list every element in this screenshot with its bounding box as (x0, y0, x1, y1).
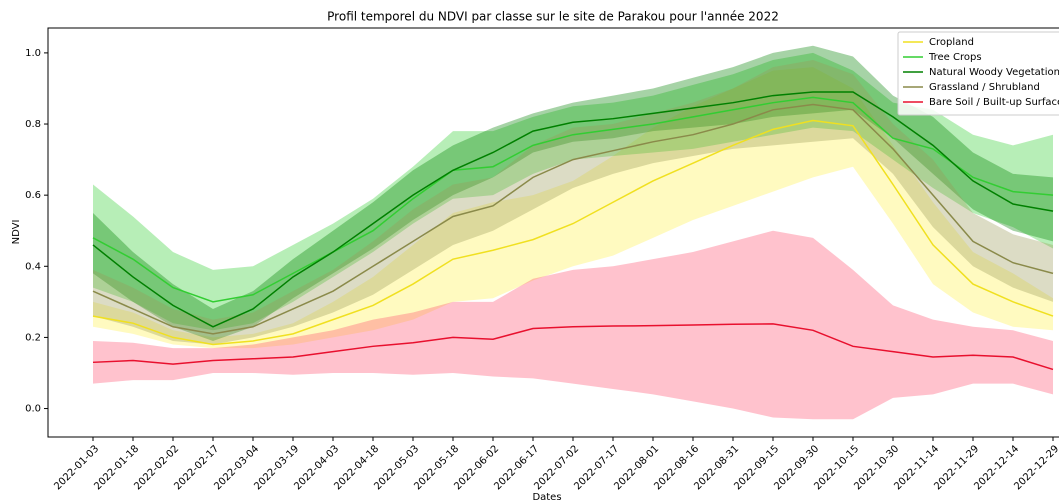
y-tick-label: 0.0 (25, 404, 41, 415)
line (92, 103, 1054, 335)
plot-frame (47, 27, 1059, 438)
legend-label: Tree Crops (928, 52, 982, 63)
line (92, 96, 1054, 303)
y-tick-label: 0.4 (25, 261, 41, 272)
line (92, 119, 1054, 346)
legend-box (897, 31, 1059, 116)
y-tick-label: 0.2 (25, 332, 41, 343)
y-axis-label: NDVI (11, 220, 22, 245)
legend-label: Cropland (929, 37, 974, 48)
band (93, 60, 1053, 345)
band (93, 45, 1053, 341)
band (93, 52, 1053, 331)
x-axis-label: Dates (532, 492, 561, 502)
y-tick-label: 0.8 (25, 119, 41, 130)
line (92, 91, 1054, 328)
y-tick-label: 1.0 (25, 48, 41, 59)
band (93, 67, 1053, 349)
legend-label: Grassland / Shrubland (929, 82, 1040, 93)
band (93, 230, 1053, 420)
legend-label: Bare Soil / Built-up Surface (929, 97, 1059, 108)
line (92, 323, 1054, 371)
legend-label: Natural Woody Vegetation (929, 67, 1059, 78)
y-tick-label: 0.6 (25, 190, 41, 201)
chart-title: Profil temporel du NDVI par classe sur l… (327, 10, 779, 24)
